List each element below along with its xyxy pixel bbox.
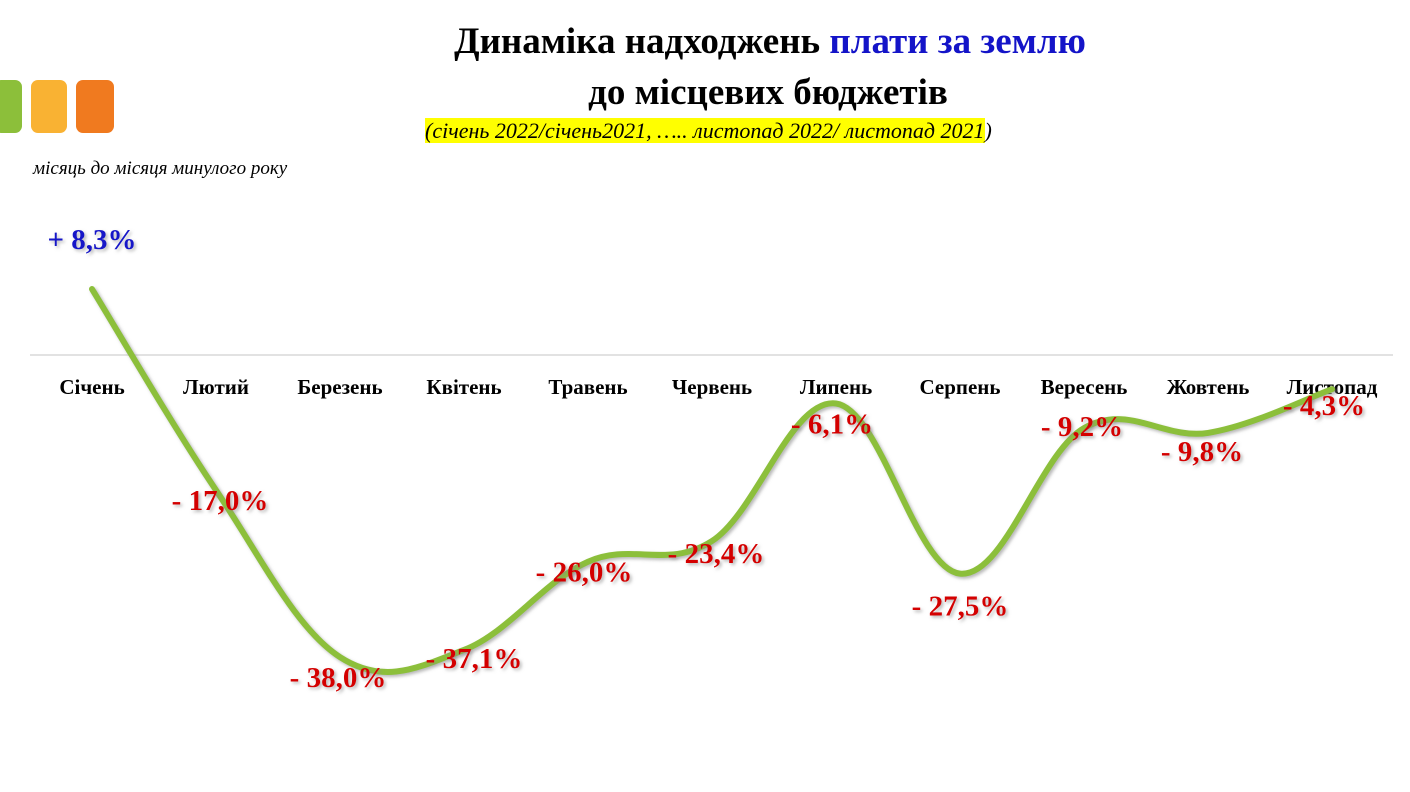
chart-note: місяць до місяця минулого року: [33, 158, 288, 179]
data-label: - 23,4%: [668, 538, 765, 570]
x-tick-label: Серпень: [919, 375, 1000, 399]
x-tick-label: Жовтень: [1167, 375, 1250, 399]
data-label: - 37,1%: [426, 643, 523, 675]
chart-title-line2: до місцевих бюджетів: [588, 72, 948, 113]
data-label: - 27,5%: [912, 591, 1009, 623]
decor-square-orange: [76, 80, 114, 133]
chart-title-line1: Динаміка надходжень плати за землю: [0, 20, 1410, 63]
data-label: - 4,3%: [1283, 390, 1365, 422]
title-part2: плати за землю: [829, 21, 1086, 62]
x-tick-label: Березень: [297, 375, 382, 399]
data-label: - 6,1%: [791, 408, 873, 440]
data-label: - 17,0%: [172, 485, 269, 517]
x-tick-label: Січень: [59, 375, 124, 399]
x-tick-label: Квітень: [426, 375, 501, 399]
data-label: - 38,0%: [290, 662, 387, 694]
x-tick-label: Лютий: [183, 375, 249, 399]
data-label: - 9,2%: [1041, 411, 1123, 443]
x-tick-label: Червень: [672, 375, 752, 399]
data-label: + 8,3%: [47, 224, 136, 256]
series-line: [89, 286, 1335, 675]
data-label: - 9,8%: [1161, 436, 1243, 468]
x-tick-label: Липень: [800, 375, 872, 399]
decor-square-green: [0, 80, 22, 133]
chart-subtitle: (січень 2022/січень2021, ….. листопад 20…: [425, 118, 992, 144]
decor-square-yellow: [31, 80, 67, 133]
subtitle-main: січень 2022/січень2021, ….. листопад 202…: [432, 118, 985, 143]
subtitle-close: ): [984, 118, 992, 143]
subtitle-open: (: [425, 118, 433, 143]
title-part1: Динаміка надходжень: [454, 21, 830, 62]
x-tick-label: Травень: [548, 375, 627, 399]
data-label: - 26,0%: [536, 557, 633, 589]
x-tick-label: Вересень: [1041, 375, 1128, 399]
